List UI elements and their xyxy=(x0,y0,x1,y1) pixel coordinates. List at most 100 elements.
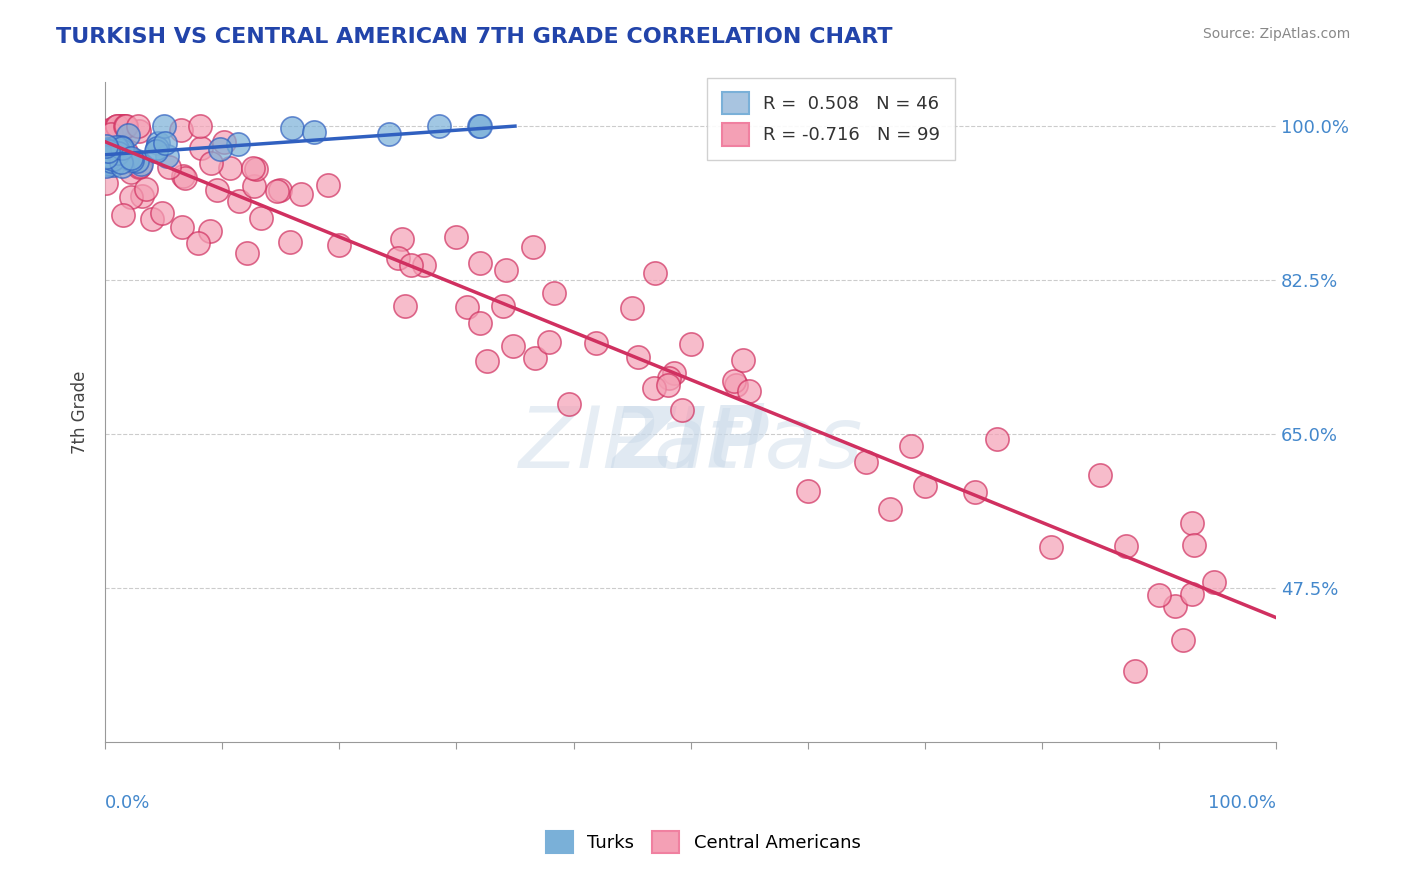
Text: ZIP: ZIP xyxy=(612,403,769,486)
Y-axis label: 7th Grade: 7th Grade xyxy=(72,370,89,453)
Text: 100.0%: 100.0% xyxy=(1208,795,1277,813)
Turks xyxy=(111,159,134,173)
Central Americans xyxy=(105,119,128,133)
Central Americans xyxy=(671,403,693,417)
Central Americans xyxy=(391,232,413,246)
Turks xyxy=(110,143,132,157)
Turks xyxy=(100,153,122,168)
Central Americans xyxy=(328,238,350,252)
Central Americans xyxy=(621,301,644,315)
Text: Source: ZipAtlas.com: Source: ZipAtlas.com xyxy=(1202,27,1350,41)
Turks xyxy=(125,154,148,169)
Central Americans xyxy=(250,211,273,226)
Central Americans xyxy=(1090,468,1112,483)
Central Americans xyxy=(242,161,264,175)
Central Americans xyxy=(172,169,194,183)
Turks xyxy=(146,141,169,155)
Central Americans xyxy=(112,208,135,222)
Central Americans xyxy=(855,455,877,469)
Central Americans xyxy=(679,336,702,351)
Central Americans xyxy=(965,484,987,499)
Turks xyxy=(111,141,134,155)
Central Americans xyxy=(157,160,180,174)
Central Americans xyxy=(900,439,922,453)
Central Americans xyxy=(112,119,135,133)
Central Americans xyxy=(475,354,498,368)
Central Americans xyxy=(100,131,122,145)
Central Americans xyxy=(212,135,235,149)
Central Americans xyxy=(470,316,492,330)
Central Americans xyxy=(104,120,127,135)
Turks xyxy=(146,136,169,150)
Central Americans xyxy=(1181,516,1204,530)
Turks xyxy=(156,149,179,163)
Central Americans xyxy=(723,374,745,388)
Central Americans xyxy=(1181,587,1204,601)
Central Americans xyxy=(543,286,565,301)
Central Americans xyxy=(538,335,561,350)
Central Americans xyxy=(1182,538,1205,552)
Central Americans xyxy=(120,190,142,204)
Central Americans xyxy=(269,183,291,197)
Central Americans xyxy=(644,266,666,280)
Central Americans xyxy=(657,378,679,392)
Turks xyxy=(468,119,491,133)
Central Americans xyxy=(399,258,422,272)
Turks xyxy=(100,143,122,157)
Turks xyxy=(103,152,125,166)
Turks xyxy=(226,137,249,152)
Central Americans xyxy=(724,377,747,392)
Turks xyxy=(98,148,121,162)
Turks xyxy=(427,119,450,133)
Central Americans xyxy=(188,119,211,133)
Central Americans xyxy=(97,122,120,136)
Central Americans xyxy=(468,256,491,270)
Turks xyxy=(100,150,122,164)
Turks xyxy=(97,143,120,157)
Central Americans xyxy=(103,140,125,154)
Central Americans xyxy=(491,299,513,313)
Central Americans xyxy=(218,161,240,175)
Central Americans xyxy=(200,156,222,170)
Turks xyxy=(121,153,143,167)
Turks xyxy=(96,150,118,164)
Turks xyxy=(281,120,304,135)
Turks xyxy=(96,159,118,173)
Central Americans xyxy=(128,124,150,138)
Central Americans xyxy=(114,119,136,133)
Central Americans xyxy=(643,381,665,395)
Turks xyxy=(145,145,167,159)
Turks xyxy=(97,144,120,158)
Central Americans xyxy=(522,239,544,253)
Central Americans xyxy=(198,224,221,238)
Central Americans xyxy=(278,235,301,250)
Turks xyxy=(97,148,120,162)
Central Americans xyxy=(456,300,478,314)
Turks xyxy=(468,119,491,133)
Central Americans xyxy=(658,371,681,385)
Central Americans xyxy=(796,483,818,498)
Central Americans xyxy=(316,178,339,192)
Legend: Turks, Central Americans: Turks, Central Americans xyxy=(538,824,868,861)
Central Americans xyxy=(245,162,267,177)
Central Americans xyxy=(228,194,250,208)
Turks xyxy=(155,136,177,151)
Central Americans xyxy=(150,206,173,220)
Central Americans xyxy=(558,397,581,411)
Central Americans xyxy=(115,119,138,133)
Turks xyxy=(107,143,129,157)
Central Americans xyxy=(523,351,546,366)
Turks xyxy=(97,142,120,156)
Turks xyxy=(110,155,132,169)
Central Americans xyxy=(110,119,132,133)
Central Americans xyxy=(290,187,312,202)
Turks xyxy=(120,151,142,165)
Central Americans xyxy=(172,220,194,235)
Text: ZIPatlas: ZIPatlas xyxy=(519,403,863,486)
Central Americans xyxy=(236,246,259,260)
Central Americans xyxy=(387,251,409,265)
Central Americans xyxy=(131,189,153,203)
Central Americans xyxy=(243,178,266,193)
Central Americans xyxy=(170,123,193,137)
Turks xyxy=(107,146,129,161)
